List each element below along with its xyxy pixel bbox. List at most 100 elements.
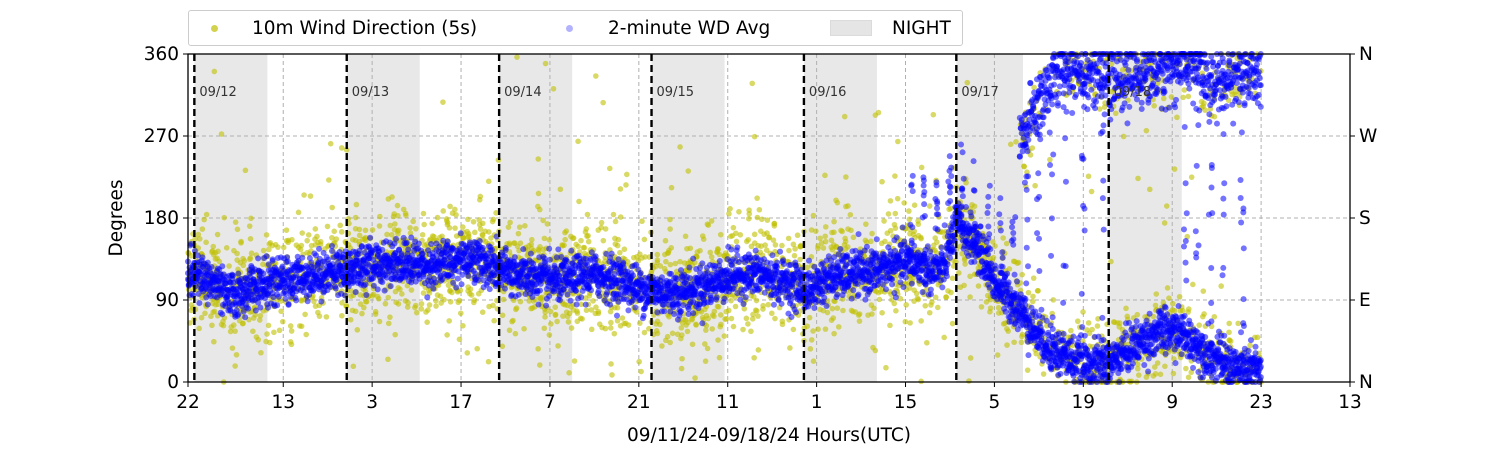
avg-point xyxy=(304,298,311,305)
wind-point xyxy=(1247,342,1253,349)
wind-point xyxy=(552,312,559,318)
avg-point xyxy=(444,238,451,245)
wind-point xyxy=(1211,113,1218,120)
wind-point xyxy=(922,302,929,309)
avg-point xyxy=(629,272,636,279)
wind-point xyxy=(669,330,676,337)
wind-point xyxy=(679,355,685,362)
wind-point xyxy=(702,358,709,364)
wind-point xyxy=(266,246,272,253)
avg-point xyxy=(620,259,627,266)
wind-point xyxy=(754,195,760,201)
wind-point xyxy=(1024,367,1031,373)
wind-point xyxy=(730,224,737,231)
wind-point xyxy=(740,326,746,333)
wind-point xyxy=(263,338,269,345)
wind-point xyxy=(678,365,685,372)
avg-point xyxy=(476,238,483,245)
wind-point xyxy=(1166,295,1172,302)
wind-point xyxy=(1007,141,1014,148)
wind-point xyxy=(684,245,690,252)
wind-point xyxy=(554,318,560,325)
wind-point xyxy=(887,322,893,329)
wind-point xyxy=(766,234,772,241)
wind-point xyxy=(662,237,669,244)
wind-point xyxy=(385,320,392,327)
wind-point xyxy=(447,203,453,210)
wind-point xyxy=(893,308,899,314)
wind-point xyxy=(382,300,389,307)
wind-point xyxy=(232,219,239,225)
wind-point xyxy=(699,233,706,239)
wind-point xyxy=(513,306,519,313)
avg-point xyxy=(432,279,439,286)
wind-point xyxy=(839,228,845,235)
wind-point xyxy=(568,325,575,331)
wind-point xyxy=(869,311,875,317)
wind-point xyxy=(248,215,254,222)
avg-point xyxy=(546,256,553,263)
avg-point xyxy=(511,254,518,261)
wind-point xyxy=(1226,320,1233,327)
wind-point xyxy=(385,356,391,363)
wind-point xyxy=(876,296,883,303)
wind-point xyxy=(419,231,426,238)
wind-point xyxy=(1135,372,1142,378)
wind-point xyxy=(703,327,709,333)
wind-point xyxy=(911,298,917,304)
wind-point xyxy=(1164,285,1171,291)
wind-point xyxy=(452,225,458,231)
wind-point xyxy=(356,232,363,239)
wind-point xyxy=(903,302,909,308)
wind-point xyxy=(444,332,450,338)
avg-point xyxy=(479,244,486,251)
wind-point xyxy=(1085,320,1092,326)
wind-point xyxy=(287,323,294,329)
avg-point xyxy=(535,301,542,308)
wind-point xyxy=(307,193,314,199)
wind-point xyxy=(536,362,543,368)
wind-point xyxy=(1003,240,1010,247)
wind-point xyxy=(369,293,376,299)
wind-point xyxy=(298,298,305,304)
wind-point xyxy=(957,284,964,291)
avg-point xyxy=(424,294,431,301)
wind-point xyxy=(579,316,585,322)
wind-point xyxy=(301,192,307,198)
wind-point xyxy=(1025,289,1032,296)
wind-point xyxy=(1152,302,1159,309)
wind-point xyxy=(1030,298,1036,305)
wind-point xyxy=(797,243,804,250)
wind-point xyxy=(350,363,357,370)
wind-point xyxy=(694,249,701,255)
wind-point xyxy=(338,229,345,235)
avg-point xyxy=(472,270,479,277)
wind-point xyxy=(250,328,256,335)
wind-point xyxy=(732,303,739,310)
wind-point xyxy=(822,326,829,332)
wind-point xyxy=(264,331,270,337)
wind-point xyxy=(759,216,765,223)
wind-point xyxy=(887,227,894,234)
wind-point xyxy=(599,324,605,331)
wind-point xyxy=(560,313,566,319)
wind-point xyxy=(708,218,715,224)
wind-point xyxy=(721,333,728,339)
wind-point xyxy=(555,343,561,349)
wind-point xyxy=(578,237,584,244)
wind-point xyxy=(1134,361,1141,368)
wind-point xyxy=(932,294,939,301)
avg-point xyxy=(588,287,595,294)
wind-point xyxy=(845,203,851,209)
wind-point xyxy=(1108,61,1115,67)
wind-point xyxy=(515,230,522,237)
avg-point xyxy=(188,240,195,247)
wind-point xyxy=(641,329,648,336)
wind-point xyxy=(967,294,973,300)
wind-point xyxy=(607,308,614,315)
avg-point xyxy=(573,301,580,308)
wind-point xyxy=(514,54,520,60)
wind-point xyxy=(1120,133,1127,140)
wind-point xyxy=(1201,311,1207,317)
wind-point xyxy=(363,298,370,305)
